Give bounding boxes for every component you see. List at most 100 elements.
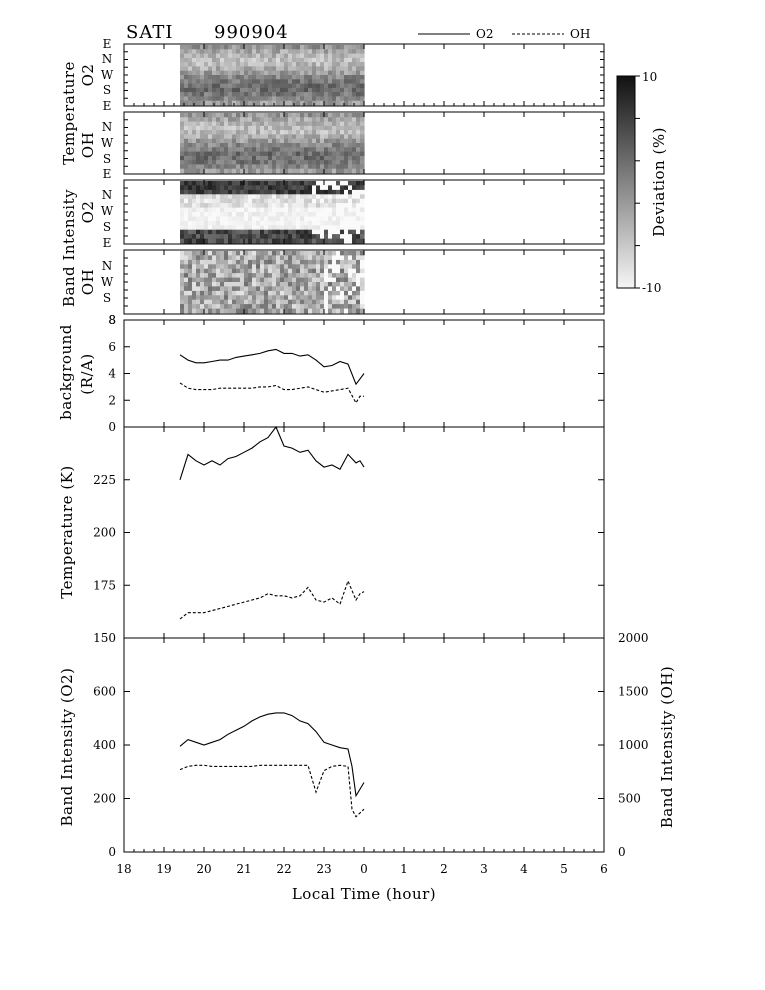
keogram-cell (260, 255, 265, 261)
keogram-cell (332, 189, 337, 195)
keogram-cell (304, 57, 309, 63)
keogram-cell (316, 203, 321, 209)
keogram-cell (184, 87, 189, 93)
keogram-cell (356, 164, 361, 170)
keogram-cell (224, 62, 229, 67)
keogram-cell (204, 282, 209, 287)
keogram-cell (312, 194, 317, 200)
series-line-o2 (179, 712, 365, 798)
keogram-cell (252, 308, 257, 314)
keogram-cell (352, 66, 357, 72)
keogram-cell (216, 155, 221, 161)
keogram-cell (228, 70, 233, 76)
keogram-cell (232, 198, 237, 204)
keogram-cell (288, 203, 293, 209)
keogram-cell (212, 238, 217, 244)
keogram-cell (308, 273, 313, 279)
keogram-cell (216, 121, 221, 127)
keogram-cell (276, 164, 281, 170)
keogram-cell (208, 117, 213, 123)
keogram-cell (340, 185, 345, 191)
keogram-cell (184, 225, 189, 231)
keogram-cell (264, 45, 269, 50)
keogram-cell (192, 143, 197, 148)
keogram-cell (232, 79, 237, 85)
keogram-cell (324, 121, 329, 127)
keogram-cell (324, 70, 329, 76)
keogram-cell (288, 255, 293, 261)
keogram-cell (316, 62, 321, 67)
keogram-cell (308, 62, 313, 67)
keogram-cell (204, 198, 209, 204)
keogram-cell (256, 53, 261, 59)
keogram-cell (232, 125, 237, 131)
keogram-cell (240, 268, 245, 274)
keogram-cell (216, 273, 221, 279)
keogram-cell (216, 168, 221, 174)
keogram-cell (308, 87, 313, 93)
keogram-cell (340, 125, 345, 131)
keogram-cell (256, 66, 261, 72)
keogram-cell (228, 290, 233, 296)
keogram-image (180, 251, 365, 314)
keogram-cell (252, 45, 257, 50)
keogram-cell (332, 207, 337, 213)
keogram-cell (292, 143, 297, 148)
keogram-cell (244, 87, 249, 93)
keogram-cell (288, 189, 293, 195)
keogram-cell (344, 100, 349, 106)
keogram-cell (272, 220, 277, 226)
keogram-cell (276, 189, 281, 195)
keogram-cell (348, 130, 353, 135)
keogram-cell (288, 220, 293, 226)
keogram-cell (272, 164, 277, 170)
keogram-cell (272, 185, 277, 191)
keogram-cell (296, 264, 301, 270)
keogram-cell (220, 308, 225, 314)
ylabel-temperature: Temperature (K) (58, 465, 76, 598)
keogram-cell (332, 92, 337, 97)
keogram-cell (288, 92, 293, 97)
keogram-cell (296, 225, 301, 231)
keogram-cell (228, 151, 233, 157)
keogram-cell (300, 304, 305, 310)
keogram-cell (204, 268, 209, 274)
keogram-cell (352, 238, 357, 244)
keogram-cell (200, 79, 205, 85)
keogram-cell (180, 194, 185, 200)
keogram-cell (320, 134, 325, 140)
keogram-cell (308, 121, 313, 127)
keogram-cell (216, 125, 221, 131)
keogram-cell (212, 194, 217, 200)
keogram-cell (312, 234, 317, 240)
keogram-cell (196, 151, 201, 157)
keogram-cell (272, 138, 277, 144)
dir-tick: S (103, 83, 111, 97)
keogram-cell (248, 96, 253, 102)
keogram-cell (312, 273, 317, 279)
keogram-cell (240, 273, 245, 279)
keogram-cell (196, 155, 201, 161)
keogram-cell (236, 96, 241, 102)
keogram-cell (324, 181, 329, 186)
keogram-cell (212, 225, 217, 231)
keogram-cell (320, 273, 325, 279)
keogram-cell (356, 225, 361, 231)
keogram-cell (244, 143, 249, 148)
keogram-cell (308, 286, 313, 292)
keogram-cell (260, 130, 265, 135)
keogram-cell (292, 75, 297, 80)
keogram-cell (280, 49, 285, 55)
keogram-cell (248, 255, 253, 261)
keogram-cell (320, 75, 325, 80)
keogram-cell (336, 87, 341, 93)
keogram-cell (256, 277, 261, 283)
keogram-cell (216, 185, 221, 191)
keogram-cell (268, 234, 273, 240)
keogram-cell (336, 83, 341, 89)
keogram-cell (328, 185, 333, 191)
keogram-cell (300, 87, 305, 93)
keogram-cell (268, 212, 273, 217)
keogram-cell (320, 189, 325, 195)
keogram-cell (332, 168, 337, 174)
